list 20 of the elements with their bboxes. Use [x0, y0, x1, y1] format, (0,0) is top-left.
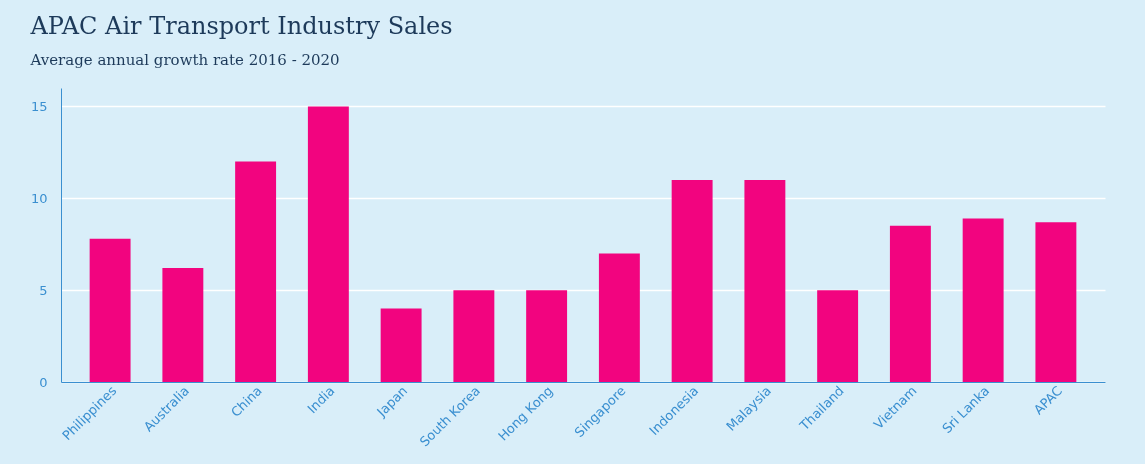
- chart-title: APAC Air Transport Industry Sales: [29, 12, 453, 40]
- bar: [744, 179, 786, 382]
- chart-subtitle: Average annual growth rate 2016 - 2020: [29, 51, 340, 69]
- bar: [817, 290, 859, 382]
- bar: [89, 238, 131, 382]
- bar: [235, 161, 277, 382]
- y-tick-label: 15: [30, 98, 48, 114]
- y-tick-label: 0: [39, 374, 48, 390]
- bar: [1035, 222, 1077, 382]
- bar: [526, 290, 568, 382]
- bar: [889, 225, 931, 382]
- y-tick-label: 10: [30, 190, 48, 206]
- bar: [162, 268, 204, 382]
- bar: [671, 179, 713, 382]
- bar: [453, 290, 495, 382]
- bar: [380, 308, 422, 382]
- bar: [962, 218, 1004, 382]
- bar: [307, 106, 349, 382]
- y-tick-label: 5: [39, 282, 48, 298]
- bar: [598, 253, 640, 382]
